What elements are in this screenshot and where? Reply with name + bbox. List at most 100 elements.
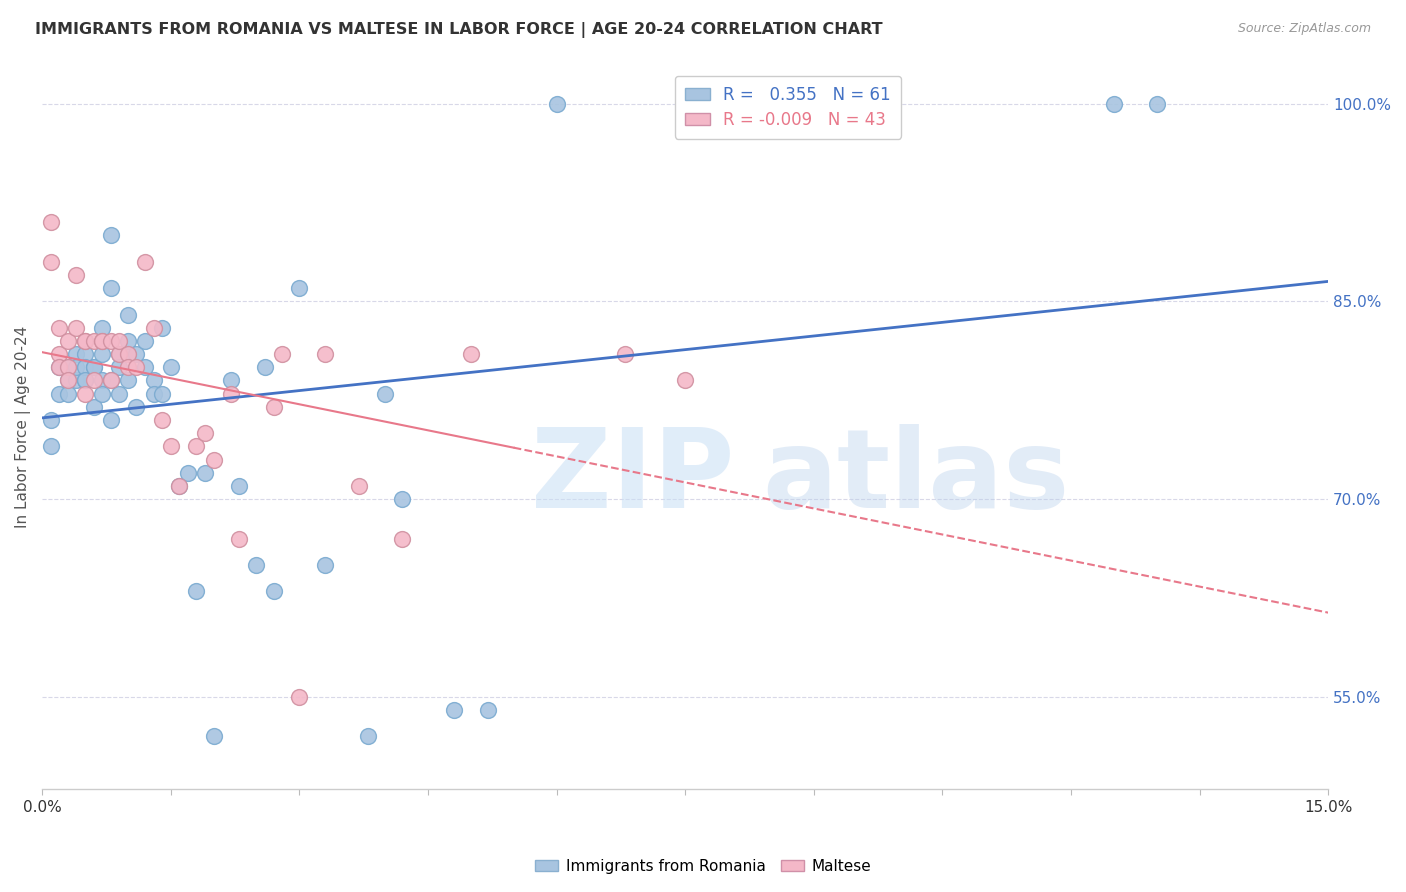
Point [219,374,242,388]
Text: atlas: atlas [762,424,1070,531]
Point [65,320,87,334]
Point [100,334,122,348]
Point [271,347,294,361]
Point [100,374,122,388]
Point [245,558,267,572]
Point [228,479,250,493]
Point [263,584,285,599]
Point [1146,96,1168,111]
Point [48,360,70,375]
Text: IMMIGRANTS FROM ROMANIA VS MALTESE IN LABOR FORCE | AGE 20-24 CORRELATION CHART: IMMIGRANTS FROM ROMANIA VS MALTESE IN LA… [35,22,883,38]
Point [134,255,156,269]
Point [56,374,79,388]
Point [91,334,114,348]
Point [253,360,276,375]
Point [194,426,217,441]
Point [134,360,156,375]
Point [73,360,96,375]
Point [202,452,225,467]
Point [125,400,148,414]
Point [56,360,79,375]
Point [56,360,79,375]
Point [91,334,114,348]
Point [314,558,336,572]
Point [100,281,122,295]
Point [443,703,465,717]
Point [391,492,413,507]
Point [169,479,191,493]
Point [91,386,114,401]
Text: Source: ZipAtlas.com: Source: ZipAtlas.com [1237,22,1371,36]
Point [39,413,62,427]
Point [673,374,696,388]
Point [194,466,217,480]
Point [314,347,336,361]
Point [117,347,139,361]
Point [56,334,79,348]
Point [65,347,87,361]
Point [142,386,165,401]
Point [117,347,139,361]
Point [83,360,105,375]
Point [357,730,380,744]
Point [73,334,96,348]
Point [228,532,250,546]
Point [108,347,131,361]
Point [91,320,114,334]
Point [39,439,62,453]
Point [150,320,173,334]
Point [150,413,173,427]
Y-axis label: In Labor Force | Age 20-24: In Labor Force | Age 20-24 [15,326,31,528]
Point [134,334,156,348]
Point [142,374,165,388]
Point [83,360,105,375]
Point [117,374,139,388]
Point [91,374,114,388]
Point [108,334,131,348]
Point [374,386,396,401]
Point [100,374,122,388]
Legend: R =   0.355   N = 61, R = -0.009   N = 43: R = 0.355 N = 61, R = -0.009 N = 43 [675,76,901,138]
Point [108,360,131,375]
Point [349,479,371,493]
Point [169,479,191,493]
Point [117,360,139,375]
Point [83,374,105,388]
Point [477,703,499,717]
Point [288,281,311,295]
Point [391,532,413,546]
Point [65,360,87,375]
Point [186,584,208,599]
Point [73,334,96,348]
Point [159,439,181,453]
Point [150,386,173,401]
Point [263,400,285,414]
Point [48,320,70,334]
Point [73,386,96,401]
Point [108,386,131,401]
Point [202,730,225,744]
Point [56,386,79,401]
Point [39,255,62,269]
Point [142,320,165,334]
Point [73,374,96,388]
Point [288,690,311,704]
Point [546,96,568,111]
Point [48,347,70,361]
Point [39,215,62,229]
Point [117,334,139,348]
Point [186,439,208,453]
Point [56,374,79,388]
Text: ZIP: ZIP [531,424,734,531]
Point [614,347,637,361]
Point [83,400,105,414]
Point [108,347,131,361]
Point [100,228,122,243]
Point [73,374,96,388]
Point [159,360,181,375]
Point [125,347,148,361]
Point [65,374,87,388]
Point [73,347,96,361]
Point [48,360,70,375]
Point [100,413,122,427]
